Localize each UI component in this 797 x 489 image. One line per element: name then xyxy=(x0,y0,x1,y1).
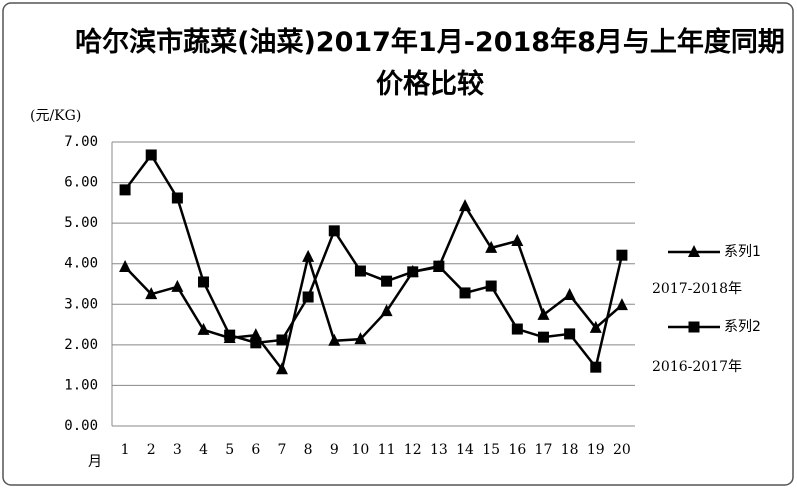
x-tick-label: 18 xyxy=(561,442,579,458)
point xyxy=(276,334,288,346)
y-tick-label: 6.00 xyxy=(64,175,98,191)
y-tick-label: 1.00 xyxy=(64,377,98,393)
point xyxy=(381,275,393,287)
point xyxy=(616,249,628,261)
y-tick-label: 2.00 xyxy=(64,337,98,353)
y-tick-label: 7.00 xyxy=(64,134,98,150)
x-tick-label: 3 xyxy=(173,442,182,458)
point xyxy=(459,199,472,212)
x-tick-label: 11 xyxy=(378,442,396,458)
point xyxy=(119,184,131,196)
x-tick-label: 2 xyxy=(147,442,156,458)
y-tick-label: 5.00 xyxy=(64,215,98,231)
point xyxy=(328,225,340,237)
point xyxy=(564,328,576,340)
annotation: 2016-2017年 xyxy=(652,359,742,375)
point xyxy=(249,328,262,341)
x-tick-label: 13 xyxy=(430,442,448,458)
point xyxy=(171,279,184,292)
x-tick-label: 9 xyxy=(330,442,339,458)
x-tick-label: 12 xyxy=(404,442,422,458)
point xyxy=(485,240,498,253)
point xyxy=(145,287,158,300)
point xyxy=(407,266,419,278)
point xyxy=(537,307,550,320)
x-tick-label: 17 xyxy=(535,442,553,458)
point xyxy=(563,287,576,300)
legend-label: 系列2 xyxy=(724,319,761,335)
point xyxy=(511,323,523,335)
y-tick-label: 0.00 xyxy=(64,418,98,434)
point xyxy=(328,333,341,346)
point xyxy=(433,260,445,272)
point xyxy=(275,362,288,375)
x-tick-label: 6 xyxy=(251,442,260,458)
annotation: 2017-2018年 xyxy=(652,281,742,297)
point xyxy=(485,280,497,292)
x-tick-label: 19 xyxy=(587,442,605,458)
x-tick-label: 10 xyxy=(352,442,370,458)
point xyxy=(119,259,132,272)
x-tick-label: 20 xyxy=(613,442,631,458)
point xyxy=(354,265,366,277)
legend-label: 系列1 xyxy=(724,244,761,260)
point xyxy=(171,192,183,204)
series-line xyxy=(124,203,623,373)
x-tick-label: 7 xyxy=(278,442,287,458)
x-tick-label: 14 xyxy=(456,442,474,458)
point xyxy=(380,304,393,317)
point xyxy=(537,331,549,343)
x-tick-label: 5 xyxy=(225,442,234,458)
point xyxy=(354,332,367,345)
point xyxy=(145,149,157,161)
point xyxy=(302,249,315,262)
point xyxy=(511,233,524,246)
x-tick-label: 16 xyxy=(508,442,526,458)
point xyxy=(302,291,314,303)
point xyxy=(459,287,471,299)
legend-marker xyxy=(688,245,700,257)
point xyxy=(197,322,210,335)
point xyxy=(224,329,236,341)
chart-title: 哈尔滨市蔬菜(油菜)2017年1月-2018年8月与上年度同期价格比较 xyxy=(75,27,785,100)
x-tick-label: 1 xyxy=(121,442,130,458)
point xyxy=(250,337,262,349)
y-tick-label: 3.00 xyxy=(64,296,98,312)
x-tick-label: 15 xyxy=(482,442,500,458)
point xyxy=(590,361,602,373)
x-tick-label: 4 xyxy=(199,442,208,458)
legend-marker xyxy=(688,321,700,333)
y-axis-label: (元/KG) xyxy=(30,108,81,124)
point xyxy=(615,298,628,311)
point xyxy=(589,320,602,333)
x-tick-label: 8 xyxy=(304,442,313,458)
point xyxy=(198,276,210,288)
y-tick-label: 4.00 xyxy=(64,256,98,272)
x-axis-label: 月 xyxy=(88,454,102,470)
